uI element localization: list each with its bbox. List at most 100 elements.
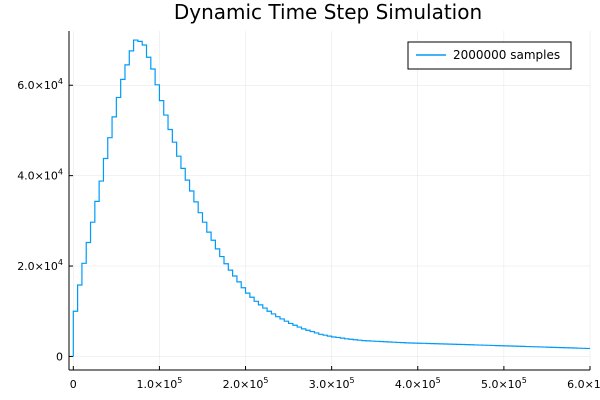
- histogram-bin: [155, 85, 159, 86]
- x-tick-label: 3.0×105: [309, 376, 355, 391]
- histogram-bin: [465, 345, 469, 346]
- histogram-bin: [349, 339, 353, 340]
- histogram-bin: [521, 346, 525, 347]
- histogram-bin: [336, 337, 340, 338]
- histogram-bin: [573, 348, 577, 349]
- histogram-bin: [491, 345, 495, 346]
- histogram-bin: [448, 344, 452, 345]
- histogram-bin: [530, 347, 534, 348]
- histogram-bin: [405, 343, 409, 344]
- histogram-bin: [78, 285, 82, 286]
- histogram-bin: [293, 325, 297, 326]
- histogram-bin: [547, 347, 551, 348]
- histogram-bin: [357, 340, 361, 341]
- histogram-bin: [237, 282, 241, 283]
- histogram-bin: [581, 348, 585, 349]
- histogram-bin: [151, 69, 155, 70]
- histogram-bin: [556, 347, 560, 348]
- histogram-bin: [482, 345, 486, 346]
- histogram-bin: [181, 168, 185, 169]
- histogram-bin: [418, 343, 422, 344]
- y-tick-label: 0: [56, 350, 63, 363]
- histogram-bin: [452, 344, 456, 345]
- histogram-bin: [413, 343, 417, 344]
- histogram-bin: [401, 343, 405, 344]
- histogram-bin: [504, 346, 508, 347]
- histogram-bin: [362, 341, 366, 342]
- histogram-bin: [164, 115, 168, 116]
- histogram-bin: [444, 344, 448, 345]
- y-ticks: 0 2.0×104 4.0×104 6.0×104: [17, 77, 73, 363]
- histogram-bin: [392, 342, 396, 343]
- histogram-bin: [267, 311, 271, 312]
- histogram-bin: [215, 249, 219, 250]
- x-tick-label: 4.0×105: [395, 376, 441, 391]
- x-tick-label: 1.0×105: [137, 376, 183, 391]
- histogram-bin: [91, 222, 95, 223]
- legend: 2000000 samples: [407, 41, 572, 70]
- histogram-bin: [116, 97, 120, 98]
- histogram-bin: [568, 348, 572, 349]
- histogram-bin: [99, 181, 103, 182]
- histogram-bin: [487, 345, 491, 346]
- legend-label: 2000000 samples: [453, 48, 560, 62]
- histogram-bin: [319, 334, 323, 335]
- histogram-bin: [284, 321, 288, 322]
- histogram-bin: [500, 346, 504, 347]
- histogram-bin: [353, 340, 357, 341]
- histogram-bin: [190, 191, 194, 192]
- histogram-bin: [280, 319, 284, 320]
- series-group: [72, 39, 590, 357]
- histogram-bin: [172, 142, 176, 143]
- histogram-bin: [289, 323, 293, 324]
- histogram-bin: [147, 57, 151, 58]
- histogram-bin: [478, 345, 482, 346]
- histogram-bin: [517, 346, 521, 347]
- histogram-bin: [276, 317, 280, 318]
- histogram-bin: [302, 329, 306, 330]
- histogram-bin: [207, 232, 211, 233]
- histogram-bin: [177, 156, 181, 157]
- histogram-bin: [138, 41, 142, 42]
- histogram-bin: [366, 341, 370, 342]
- histogram-bin: [332, 337, 336, 338]
- x-tick-label: 6.0×105: [567, 376, 600, 391]
- histogram-bin: [564, 348, 568, 349]
- histogram-bin: [409, 343, 413, 344]
- histogram-bin: [202, 222, 206, 223]
- histogram-bin: [577, 348, 581, 349]
- histogram-bin: [220, 257, 224, 258]
- histogram-bin: [512, 346, 516, 347]
- histogram-bin: [457, 344, 461, 345]
- histogram-bin: [271, 314, 275, 315]
- histogram-bin: [396, 342, 400, 343]
- x-ticks: 0 1.0×105 2.0×105 3.0×105 4.0×105 5.0×105 6.0×…: [70, 366, 600, 391]
- histogram-bin: [129, 51, 133, 52]
- histogram-bin: [198, 213, 202, 214]
- histogram-bin: [306, 330, 310, 331]
- histogram-bin: [327, 336, 331, 337]
- histogram-bin: [103, 158, 107, 159]
- histogram-bin: [431, 344, 435, 345]
- histogram-bin: [86, 243, 90, 244]
- chart-title: Dynamic Time Step Simulation: [174, 0, 482, 24]
- histogram-bin: [250, 297, 254, 298]
- histogram-bin: [426, 343, 430, 344]
- histogram-bin: [323, 335, 327, 336]
- histogram-bin: [586, 348, 590, 349]
- histogram-bin: [435, 344, 439, 345]
- histogram-bin: [461, 345, 465, 346]
- histogram-bin: [379, 342, 383, 343]
- histogram-bin: [370, 341, 374, 342]
- histogram-bin: [233, 276, 237, 277]
- histogram-bin: [375, 341, 379, 342]
- histogram-bin: [297, 327, 301, 328]
- histogram-bin: [310, 332, 314, 333]
- histogram-bin: [246, 293, 250, 294]
- histogram-bin: [469, 345, 473, 346]
- histogram-bin: [95, 201, 99, 202]
- x-tick-label: 5.0×105: [481, 376, 527, 391]
- histogram-bin: [82, 263, 86, 264]
- histogram-bin: [159, 101, 163, 102]
